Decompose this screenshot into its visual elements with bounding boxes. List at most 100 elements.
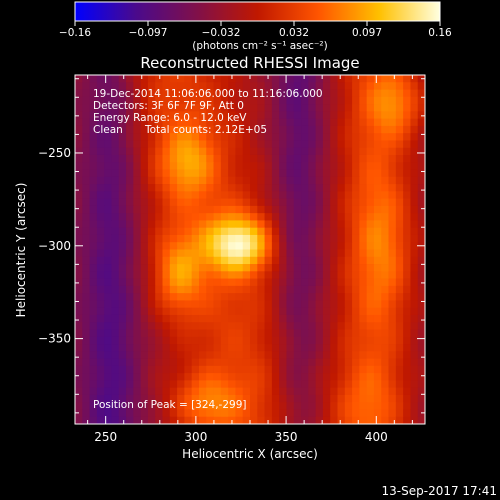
heatmap-cell [315,416,324,425]
heatmap-cell [322,264,331,272]
heatmap-cell [133,314,142,323]
heatmap-cell [352,285,360,294]
heatmap-cell [118,82,127,90]
heatmap-cell [373,351,382,359]
heatmap-cell [301,358,309,367]
heatmap-cell [264,125,273,134]
heatmap-cell [75,234,83,243]
heatmap-cell [250,322,258,330]
heatmap-cell [133,300,142,309]
heatmap-cell [96,271,105,279]
heatmap-cell [388,147,397,156]
heatmap-cell [82,205,90,214]
heatmap-cell [82,104,90,112]
heatmap-cell [140,402,149,410]
heatmap-cell [330,82,338,90]
heatmap-cell [184,184,193,192]
heatmap-cell [220,184,229,192]
heatmap-cell [133,373,142,381]
heatmap-cell [359,96,368,105]
heatmap-cell [271,387,280,396]
heatmap-cell [330,118,338,127]
heatmap-cell [155,213,163,221]
heatmap-cell [82,213,90,221]
heatmap-cell [388,365,397,374]
heatmap-cell [330,147,338,156]
heatmap-cell [155,402,163,410]
heatmap-cell [147,314,156,323]
heatmap-cell [111,256,120,265]
heatmap-cell [381,140,389,149]
heatmap-cell [271,307,280,316]
heatmap-cell [133,89,142,98]
heatmap-cell [301,394,309,403]
heatmap-cell [184,198,193,207]
heatmap-cell [271,169,280,178]
heatmap-cell [198,234,207,243]
heatmap-cell [301,293,309,301]
heatmap-cell [279,220,287,229]
heatmap-cell [344,89,353,98]
heatmap-cell [403,300,411,309]
heatmap-cell [228,394,236,403]
heatmap-cell [213,271,222,279]
heatmap-cell [337,307,346,316]
heatmap-cell [75,125,83,134]
heatmap-cell [279,329,287,338]
heatmap-cell [118,285,127,294]
heatmap-cell [293,365,302,374]
heatmap-cell [235,322,244,330]
heatmap-cell [155,198,163,207]
heatmap-cell [133,96,142,105]
heatmap-cell [206,111,214,120]
heatmap-cell [104,242,112,250]
heatmap-cell [75,336,83,345]
heatmap-cell [228,314,236,323]
heatmap-cell [104,264,112,272]
heatmap-cell [118,373,127,381]
heatmap-cell [322,220,331,229]
heatmap-cell [104,176,112,185]
heatmap-cell [118,322,127,330]
heatmap-cell [89,205,98,214]
heatmap-cell [264,293,273,301]
heatmap-cell [155,394,163,403]
heatmap-cell [242,111,251,120]
heatmap-cell [177,402,185,410]
heatmap-cell [89,184,98,192]
heatmap-cell [344,125,353,134]
heatmap-cell [381,125,389,134]
heatmap-cell [169,380,178,389]
heatmap-cell [82,380,90,389]
heatmap-cell [279,133,287,141]
heatmap-cell [337,409,346,418]
heatmap-cell [264,147,273,156]
heatmap-cell [162,351,171,359]
heatmap-cell [286,184,295,192]
heatmap-cell [96,140,105,149]
heatmap-cell [264,205,273,214]
heatmap-cell [82,402,90,410]
heatmap-cell [264,387,273,396]
heatmap-cell [359,365,368,374]
heatmap-cell [111,133,120,141]
heatmap-cell [410,242,419,250]
heatmap-cell [118,307,127,316]
heatmap-cell [126,111,134,120]
heatmap-cell [89,409,98,418]
heatmap-cell [344,234,353,243]
heatmap-cell [271,380,280,389]
heatmap-cell [198,242,207,250]
heatmap-cell [381,373,389,381]
heatmap-cell [359,227,368,236]
heatmap-cell [410,314,419,323]
heatmap-cell [373,75,382,83]
heatmap-cell [242,213,251,221]
heatmap-cell [403,118,411,127]
heatmap-cell [322,351,331,359]
heatmap-cell [395,213,404,221]
heatmap-cell [315,293,324,301]
heatmap-cell [337,75,346,83]
heatmap-cell [82,394,90,403]
heatmap-cell [177,344,185,352]
